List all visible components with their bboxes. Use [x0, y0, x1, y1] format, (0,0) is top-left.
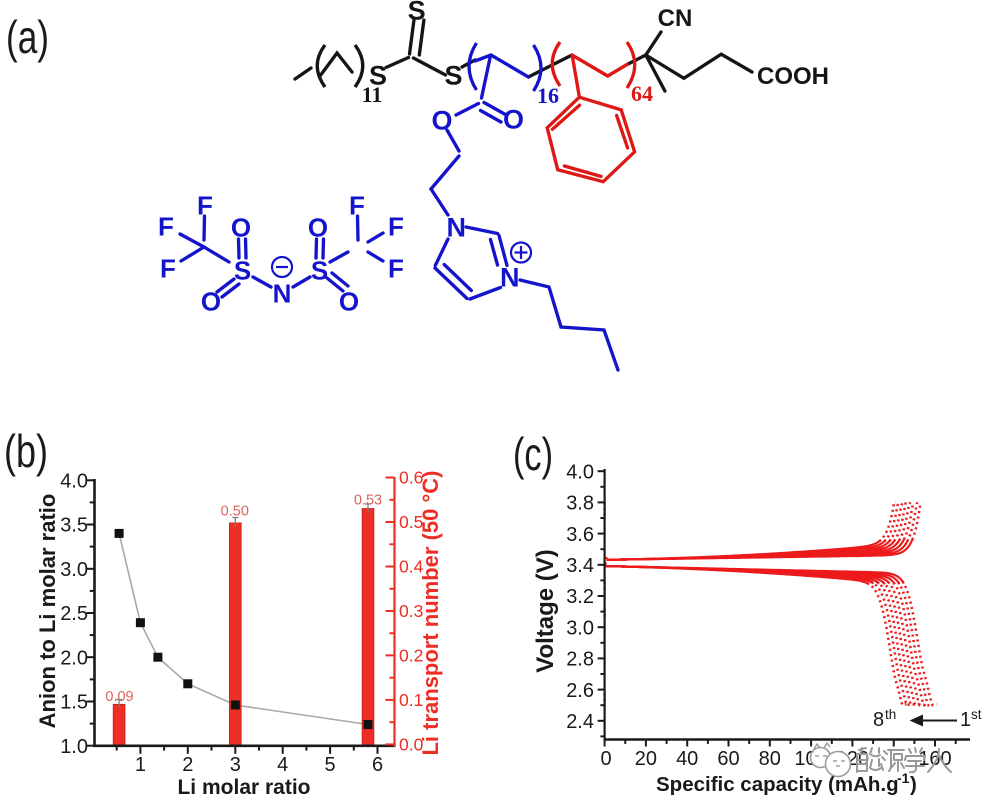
svg-text:(b): (b): [4, 425, 48, 477]
svg-text:3.0: 3.0: [566, 617, 594, 639]
svg-text:5: 5: [325, 754, 336, 776]
svg-text:F: F: [388, 212, 404, 242]
svg-text:4.0: 4.0: [566, 461, 594, 483]
svg-text:S: S: [234, 256, 251, 286]
svg-text:0.2: 0.2: [399, 646, 423, 666]
svg-text:Specific capacity (mAh.g: Specific capacity (mAh.g: [656, 773, 899, 796]
svg-text:40: 40: [676, 748, 698, 770]
svg-text:2.4: 2.4: [566, 711, 594, 733]
svg-text:st: st: [971, 707, 982, 722]
svg-text:O: O: [308, 213, 328, 243]
svg-text:-1: -1: [897, 770, 910, 786]
svg-text:(a): (a): [6, 11, 49, 63]
svg-text:O: O: [231, 213, 251, 243]
svg-text:60: 60: [717, 748, 739, 770]
svg-text:2.8: 2.8: [566, 649, 594, 671]
svg-text:0.4: 0.4: [399, 557, 424, 577]
svg-text:3.4: 3.4: [566, 555, 594, 577]
svg-text:1: 1: [960, 709, 971, 731]
svg-text:COOH: COOH: [757, 63, 829, 90]
svg-text:2: 2: [182, 754, 193, 776]
svg-text:3: 3: [230, 754, 241, 776]
svg-text:F: F: [349, 191, 365, 221]
svg-text:1: 1: [135, 754, 146, 776]
svg-text:S: S: [408, 0, 426, 25]
svg-text:CN: CN: [658, 5, 693, 32]
svg-text:Anion to Li molar ratio: Anion to Li molar ratio: [35, 494, 60, 729]
svg-text:80: 80: [759, 748, 781, 770]
svg-text:(c): (c): [513, 428, 553, 480]
svg-text:0.6: 0.6: [399, 468, 423, 488]
svg-text:20: 20: [635, 748, 657, 770]
svg-text:3.6: 3.6: [566, 524, 594, 546]
svg-text:Li molar ratio: Li molar ratio: [177, 776, 310, 799]
svg-text:0.3: 0.3: [399, 601, 423, 621]
svg-text:3.5: 3.5: [60, 515, 88, 537]
svg-text:F: F: [158, 212, 174, 242]
svg-text:N: N: [447, 213, 467, 243]
svg-text:11: 11: [362, 82, 383, 107]
svg-text:O: O: [503, 105, 524, 135]
svg-text:0.1: 0.1: [399, 690, 423, 710]
svg-text:S: S: [311, 256, 328, 286]
svg-text:S: S: [369, 61, 387, 91]
svg-text:O: O: [201, 287, 221, 317]
svg-text:2.0: 2.0: [60, 647, 88, 669]
svg-text:0.5: 0.5: [399, 512, 423, 532]
svg-text:1.0: 1.0: [60, 736, 88, 758]
svg-text:64: 64: [631, 81, 653, 106]
svg-text:0: 0: [600, 748, 611, 770]
svg-text:Voltage (V): Voltage (V): [532, 549, 559, 673]
svg-text:4.0: 4.0: [60, 470, 88, 492]
svg-text:N: N: [500, 262, 520, 292]
svg-text:O: O: [339, 287, 359, 317]
svg-text:N: N: [273, 279, 292, 309]
svg-text:): ): [910, 773, 917, 796]
svg-text:16: 16: [537, 83, 559, 108]
svg-text:F: F: [197, 191, 213, 221]
svg-text:O: O: [431, 106, 452, 136]
svg-text:1.5: 1.5: [60, 692, 88, 714]
svg-text:3.8: 3.8: [566, 493, 594, 515]
svg-text:0.50: 0.50: [221, 504, 249, 520]
svg-text:Li transport number (50 °C): Li transport number (50 °C): [418, 470, 443, 755]
svg-text:8: 8: [873, 709, 884, 731]
svg-text:F: F: [388, 254, 404, 284]
svg-text:3.2: 3.2: [566, 586, 594, 608]
svg-text:2.5: 2.5: [60, 603, 88, 625]
svg-text:2.6: 2.6: [566, 680, 594, 702]
svg-text:th: th: [885, 707, 896, 722]
svg-text:6: 6: [372, 754, 383, 776]
svg-text:3.0: 3.0: [60, 559, 88, 581]
svg-text:4: 4: [277, 754, 288, 776]
svg-text:0.0: 0.0: [399, 735, 424, 755]
svg-text:S: S: [444, 61, 462, 91]
svg-text:0.53: 0.53: [354, 493, 382, 509]
svg-text:0.09: 0.09: [105, 689, 133, 705]
svg-text:F: F: [160, 254, 176, 284]
